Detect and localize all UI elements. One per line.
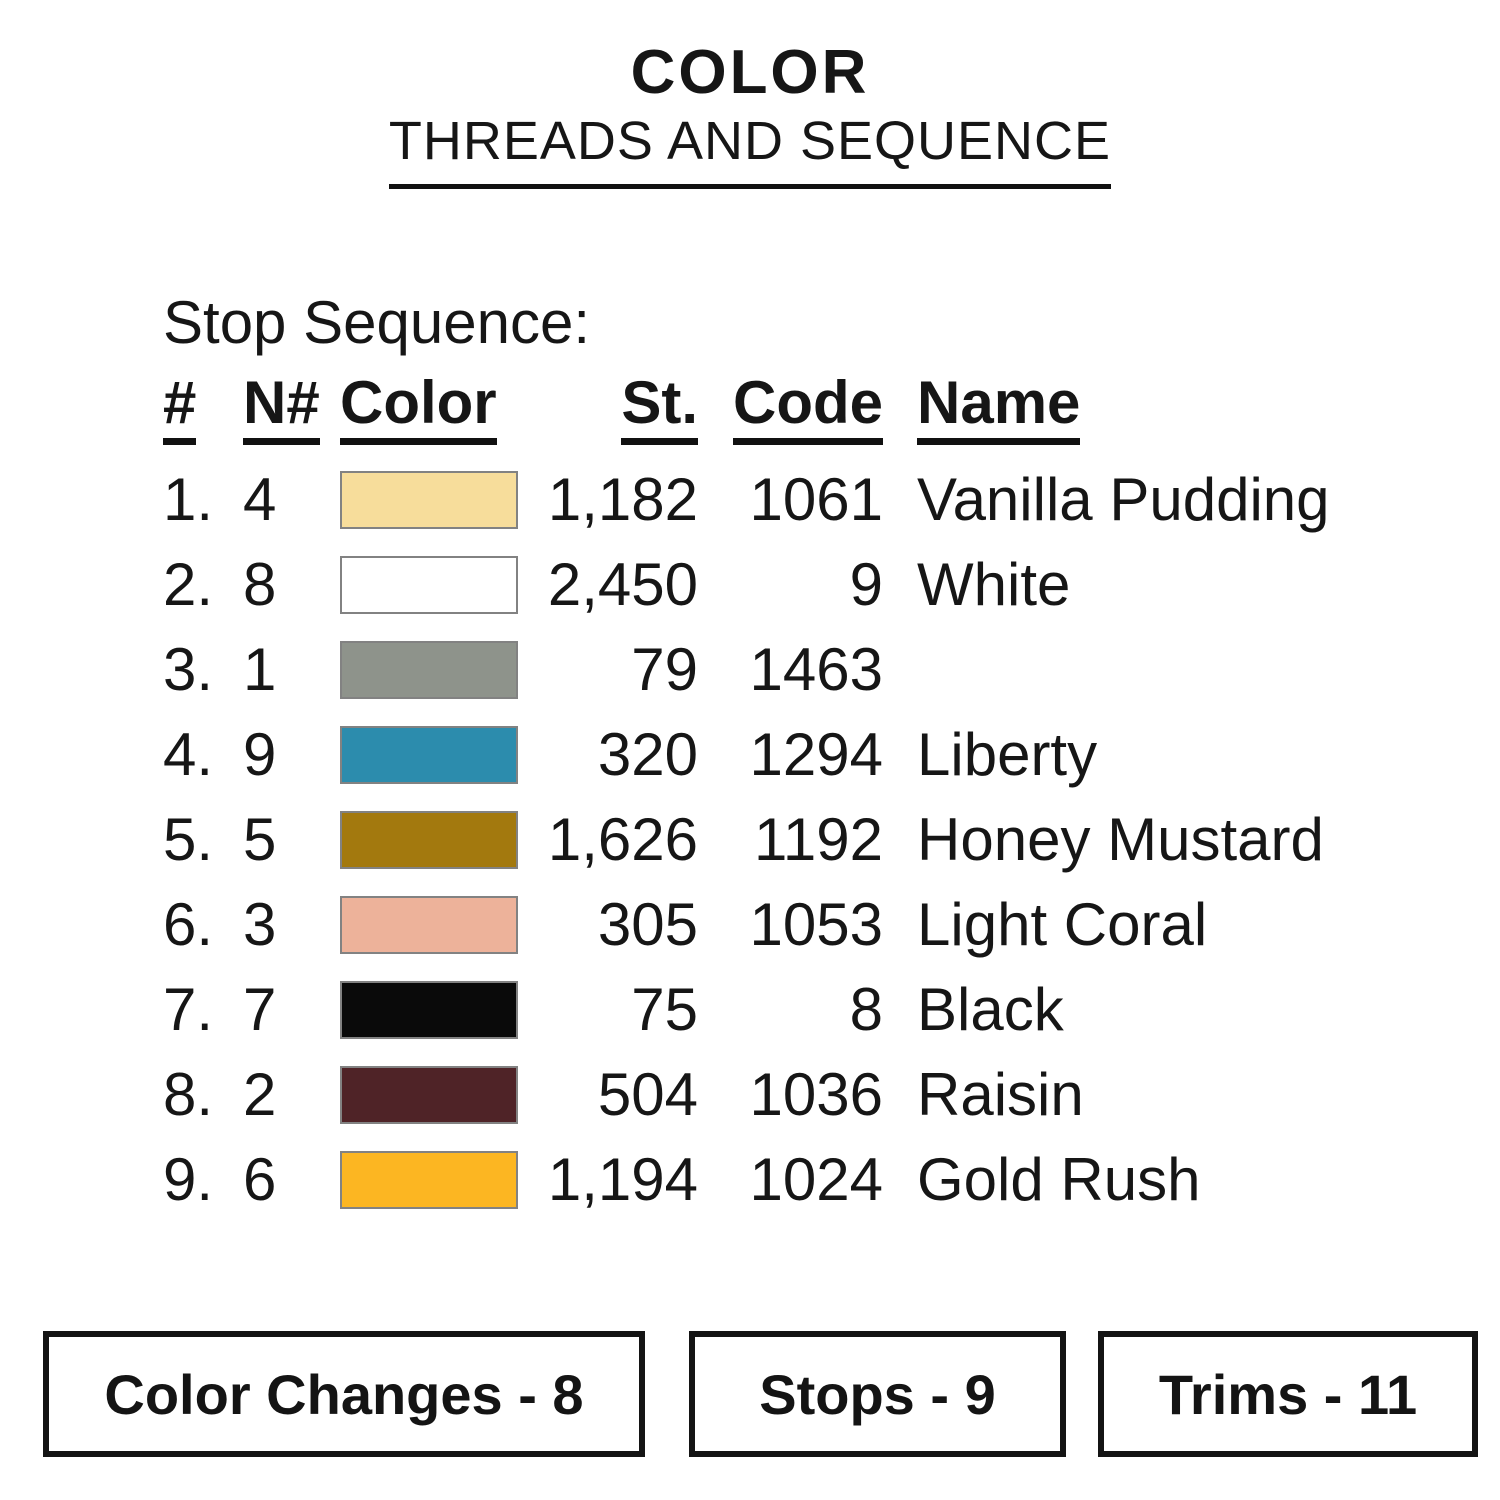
thread-name-cell: Gold Rush [917,1146,1201,1213]
thread-name-cell: Liberty [917,721,1098,788]
stop-number-cell: 5. [163,806,214,873]
col-header-stitches: St. [518,370,698,459]
page-title: COLOR THREADS AND SEQUENCE [0,36,1500,189]
stops-box: Stops - 9 [689,1331,1066,1457]
page-title-line2: THREADS AND SEQUENCE [388,111,1112,171]
color-swatch-fill [340,725,518,784]
col-header-color: Color [340,370,518,459]
color-swatch [340,725,518,784]
col-header-code: Code [698,370,883,459]
color-swatch-fill [340,555,518,614]
color-swatch-fill [340,640,518,699]
color-swatch-fill [340,1150,518,1209]
color-swatch [340,895,518,954]
color-swatch [340,555,518,614]
stop-number-cell: 2. [163,551,214,618]
color-swatch [340,810,518,869]
col-header-needle: N# [243,370,340,459]
col-header-num: # [163,370,243,459]
color-swatch-fill [340,895,518,954]
stop-number-cell: 8. [163,1061,214,1128]
color-swatch [340,1150,518,1209]
color-swatch [340,980,518,1039]
stitch-count-cell: 504 [597,1061,698,1128]
thread-code-cell: 1024 [749,1146,883,1213]
stop-number-cell: 9. [163,1146,214,1213]
col-header-name: Name [883,370,1330,459]
thread-code-cell: 1294 [749,721,883,788]
thread-name-cell: Black [917,976,1064,1043]
stops-label: Stops - 9 [759,1362,996,1426]
needle-number-cell: 6 [243,1146,277,1213]
needle-number-cell: 9 [243,721,277,788]
stitch-count-cell: 1,182 [547,466,698,533]
stitch-count-cell: 75 [631,976,698,1043]
color-swatch-fill [340,1065,518,1124]
needle-number-cell: 5 [243,806,277,873]
stitch-count-cell: 320 [597,721,698,788]
stop-number-cell: 1. [163,466,214,533]
trims-box: Trims - 11 [1098,1331,1478,1457]
thread-name-cell: Light Coral [917,891,1208,958]
color-swatch-fill [340,470,518,529]
thread-name-cell: Honey Mustard [917,806,1324,873]
color-swatch-fill [340,980,518,1039]
thread-name-cell: Vanilla Pudding [917,466,1330,533]
thread-code-cell: 1061 [749,466,883,533]
needle-number-cell: 1 [243,636,277,703]
stop-sequence-heading: Stop Sequence: [163,289,591,356]
thread-code-cell: 8 [849,976,883,1043]
thread-table: # N# Color St. Code Name 1. 4 1,182 1061… [163,370,1330,1222]
color-changes-box: Color Changes - 8 [43,1331,645,1457]
thread-code-cell: 1053 [749,891,883,958]
stitch-count-cell: 1,194 [547,1146,698,1213]
thread-code-cell: 1463 [749,636,883,703]
title-underline [389,184,1111,189]
thread-name-cell: Raisin [917,1061,1084,1128]
thread-code-cell: 1036 [749,1061,883,1128]
needle-number-cell: 2 [243,1061,277,1128]
color-swatch-fill [340,810,518,869]
stitch-count-cell: 1,626 [547,806,698,873]
stitch-count-cell: 305 [597,891,698,958]
color-swatch [340,640,518,699]
color-changes-label: Color Changes - 8 [104,1362,584,1426]
color-swatch [340,1065,518,1124]
stop-number-cell: 4. [163,721,214,788]
stitch-count-cell: 79 [631,636,698,703]
trims-label: Trims - 11 [1158,1362,1418,1426]
thread-name-cell: White [917,551,1071,618]
needle-number-cell: 3 [243,891,277,958]
page-title-line1: COLOR [630,38,870,107]
thread-code-cell: 1192 [753,806,883,873]
needle-number-cell: 4 [243,466,277,533]
thread-code-cell: 9 [849,551,883,618]
stop-number-cell: 7. [163,976,214,1043]
stitch-count-cell: 2,450 [547,551,698,618]
color-swatch [340,470,518,529]
needle-number-cell: 7 [243,976,277,1043]
needle-number-cell: 8 [243,551,277,618]
stop-number-cell: 3. [163,636,214,703]
stop-number-cell: 6. [163,891,214,958]
